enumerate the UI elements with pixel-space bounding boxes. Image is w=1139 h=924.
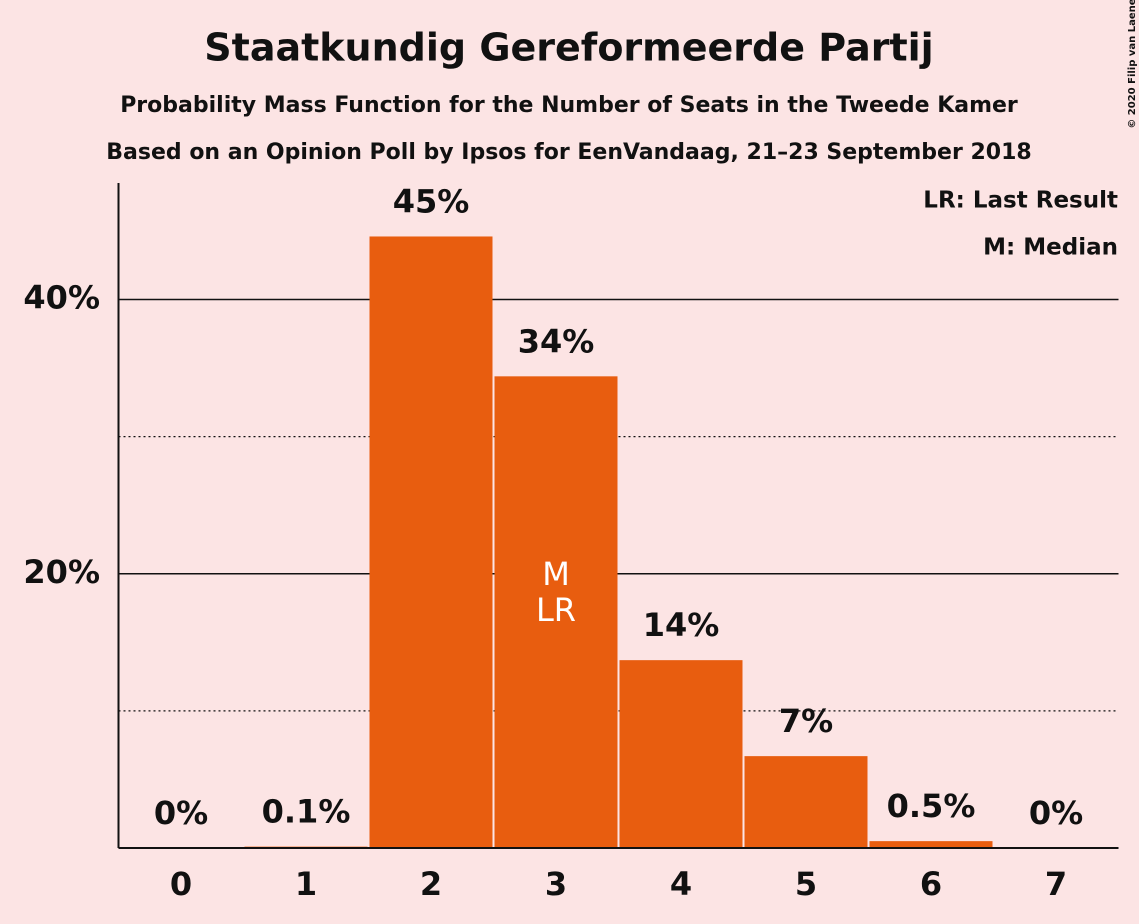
x-tick-label: 3 bbox=[545, 865, 567, 903]
y-tick-label: 40% bbox=[23, 279, 100, 317]
value-label: 14% bbox=[643, 606, 720, 644]
bar bbox=[744, 756, 868, 848]
legend-entry: M: Median bbox=[983, 235, 1118, 261]
value-label: 0.1% bbox=[262, 793, 351, 831]
x-tick-label: 1 bbox=[295, 865, 317, 903]
marker-label: LR bbox=[536, 591, 576, 629]
x-tick-label: 7 bbox=[1045, 865, 1067, 903]
value-label: 0% bbox=[154, 794, 208, 832]
bar bbox=[619, 660, 743, 848]
value-label: 0% bbox=[1029, 794, 1083, 832]
chart-title: Staatkundig Gereformeerde Partij bbox=[204, 26, 933, 70]
chart-subtitle: Based on an Opinion Poll by Ipsos for Ee… bbox=[106, 140, 1031, 165]
value-label: 45% bbox=[393, 182, 470, 220]
x-tick-label: 2 bbox=[420, 865, 442, 903]
value-label: 7% bbox=[779, 702, 833, 740]
y-tick-label: 20% bbox=[23, 553, 100, 591]
x-tick-label: 5 bbox=[795, 865, 817, 903]
copyright: © 2020 Filip van Laenen bbox=[1127, 0, 1138, 129]
marker-label: M bbox=[542, 555, 570, 593]
bar bbox=[494, 376, 618, 848]
value-label: 34% bbox=[518, 322, 595, 360]
x-tick-label: 0 bbox=[170, 865, 192, 903]
value-label: 0.5% bbox=[887, 787, 976, 825]
legend-entry: LR: Last Result bbox=[923, 188, 1118, 214]
bar bbox=[869, 841, 993, 848]
x-tick-label: 4 bbox=[670, 865, 692, 903]
x-tick-label: 6 bbox=[920, 865, 942, 903]
bar bbox=[369, 236, 493, 848]
chart-subtitle: Probability Mass Function for the Number… bbox=[120, 93, 1018, 118]
